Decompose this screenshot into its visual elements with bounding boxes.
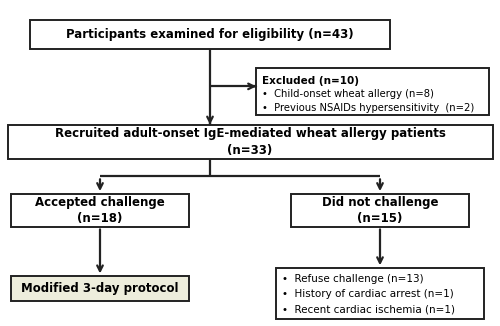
Text: •  Refuse challenge (n=13): • Refuse challenge (n=13) <box>282 274 424 284</box>
Text: •  Child-onset wheat allergy (n=8): • Child-onset wheat allergy (n=8) <box>262 89 434 99</box>
Text: Modified 3-day protocol: Modified 3-day protocol <box>21 282 179 295</box>
Text: Recruited adult-onset IgE-mediated wheat allergy patients
(n=33): Recruited adult-onset IgE-mediated wheat… <box>54 127 446 156</box>
Text: Participants examined for eligibility (n=43): Participants examined for eligibility (n… <box>66 28 354 41</box>
FancyBboxPatch shape <box>276 268 484 319</box>
Text: •  Previous NSAIDs hypersensitivity  (n=2): • Previous NSAIDs hypersensitivity (n=2) <box>262 103 474 113</box>
FancyBboxPatch shape <box>256 67 489 115</box>
FancyBboxPatch shape <box>12 194 189 227</box>
FancyBboxPatch shape <box>30 20 390 49</box>
FancyBboxPatch shape <box>8 125 492 159</box>
FancyBboxPatch shape <box>12 276 189 301</box>
FancyBboxPatch shape <box>291 194 469 227</box>
Text: •  History of cardiac arrest (n=1): • History of cardiac arrest (n=1) <box>282 289 454 299</box>
Text: Accepted challenge
(n=18): Accepted challenge (n=18) <box>35 196 165 225</box>
Text: •  Recent cardiac ischemia (n=1): • Recent cardiac ischemia (n=1) <box>282 304 455 315</box>
Text: Excluded (n=10): Excluded (n=10) <box>262 76 359 86</box>
Text: Did not challenge
(n=15): Did not challenge (n=15) <box>322 196 438 225</box>
